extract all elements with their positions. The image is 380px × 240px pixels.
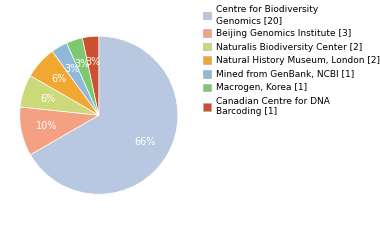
Wedge shape (82, 36, 99, 115)
Legend: Centre for Biodiversity
Genomics [20], Beijing Genomics Institute [3], Naturalis: Centre for Biodiversity Genomics [20], B… (202, 5, 380, 117)
Text: 6%: 6% (51, 74, 66, 84)
Text: 6%: 6% (40, 94, 55, 104)
Text: 10%: 10% (36, 121, 57, 131)
Text: 3%: 3% (64, 64, 79, 74)
Wedge shape (20, 76, 99, 115)
Wedge shape (66, 38, 99, 115)
Wedge shape (52, 43, 99, 115)
Wedge shape (30, 51, 99, 115)
Text: 3%: 3% (86, 57, 101, 67)
Text: 3%: 3% (74, 59, 90, 69)
Wedge shape (20, 107, 99, 155)
Text: 66%: 66% (135, 137, 156, 147)
Wedge shape (30, 36, 178, 194)
